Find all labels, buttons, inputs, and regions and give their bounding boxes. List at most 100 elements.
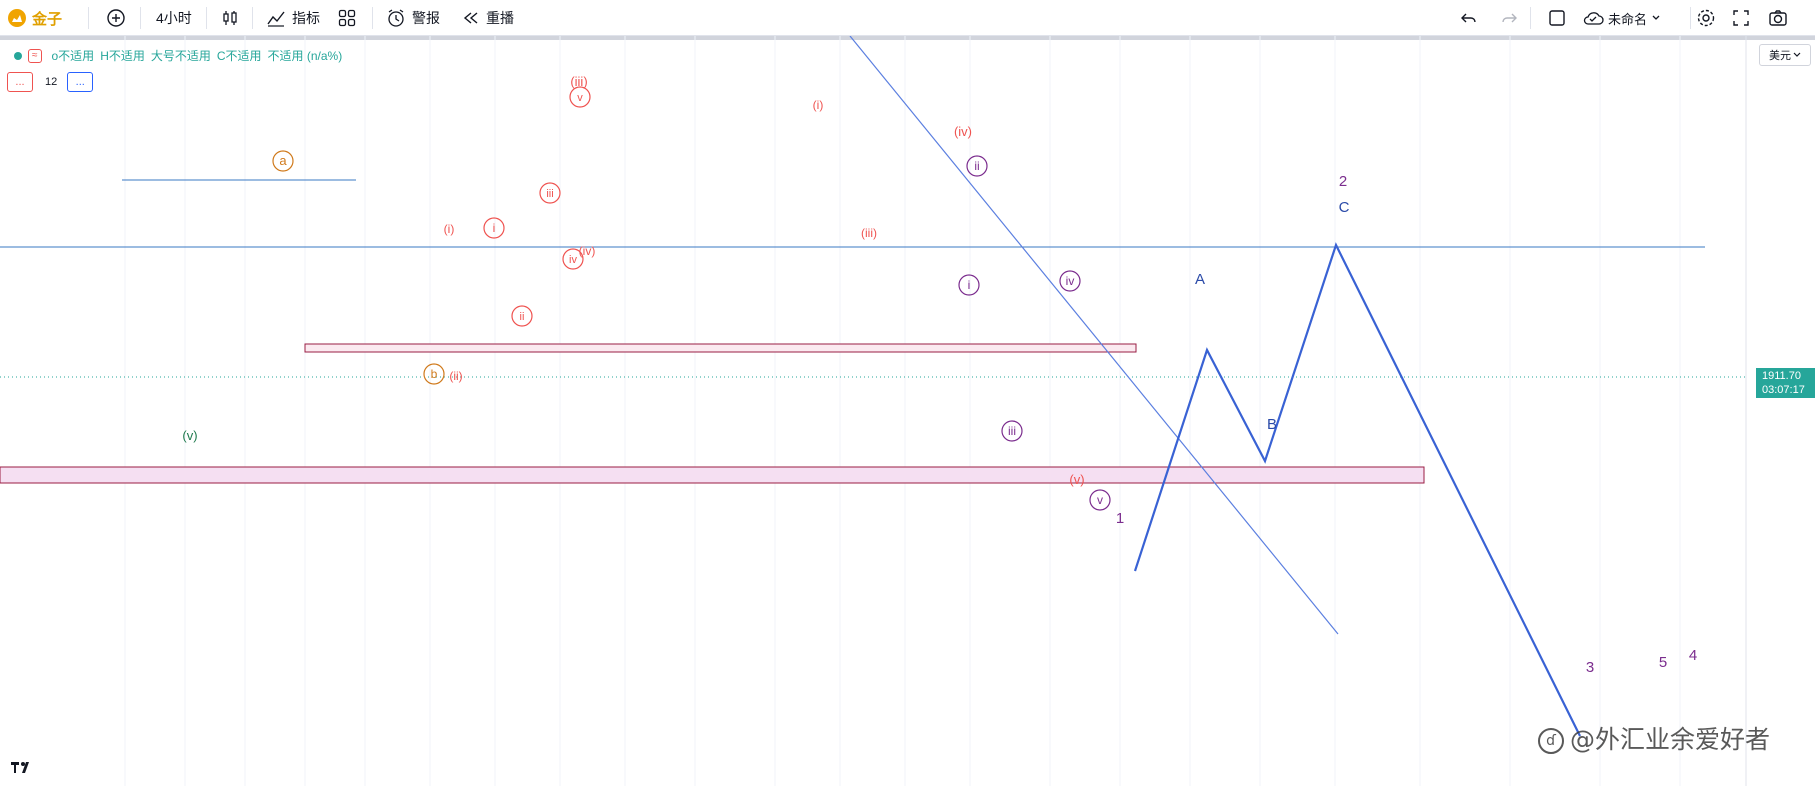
chart-indicator-icon xyxy=(267,11,285,27)
wave-glyph[interactable]: ≈ xyxy=(28,48,42,63)
svg-text:2: 2 xyxy=(1339,173,1347,190)
wave-label[interactable]: iii xyxy=(539,182,561,204)
wave-label[interactable]: (ii) xyxy=(449,369,462,383)
wave-label[interactable]: A xyxy=(1195,271,1205,288)
indicator-more-button-left[interactable]: ... xyxy=(7,72,33,92)
indicator-row: ... 12 ... xyxy=(7,72,94,92)
svg-text:(iii): (iii) xyxy=(570,74,587,89)
expand-icon xyxy=(1733,10,1749,26)
wave-label[interactable]: iii xyxy=(1001,420,1023,442)
layouts-button[interactable] xyxy=(338,0,356,36)
svg-text:(i): (i) xyxy=(813,98,824,112)
settings-button[interactable] xyxy=(1696,0,1716,36)
redo-button[interactable] xyxy=(1500,0,1518,36)
wave-label[interactable]: b xyxy=(423,363,445,385)
wave-label[interactable]: iv xyxy=(1059,270,1081,292)
gear-icon xyxy=(1697,9,1715,27)
wave-label[interactable]: (v) xyxy=(182,428,197,443)
tv-logo-icon xyxy=(11,762,29,773)
wave-label[interactable]: ii xyxy=(966,155,988,177)
wave-label[interactable]: (i) xyxy=(813,98,824,112)
wave-label[interactable]: C xyxy=(1339,199,1350,216)
descending-trendline xyxy=(849,36,1339,635)
replay-button[interactable]: 重播 xyxy=(462,0,514,36)
wave-label[interactable]: (v) xyxy=(1069,472,1084,487)
wave-label[interactable]: i xyxy=(958,274,980,296)
svg-text:iii: iii xyxy=(546,188,553,200)
svg-text:iv: iv xyxy=(569,254,577,266)
svg-text:1: 1 xyxy=(1116,510,1124,527)
currency-label: 美元 xyxy=(1769,50,1791,62)
svg-text:(iv): (iv) xyxy=(579,244,596,258)
svg-text:(v): (v) xyxy=(1069,472,1084,487)
wave-label[interactable]: 4 xyxy=(1689,647,1697,664)
candles-icon xyxy=(223,11,237,25)
indicator-count: 12 xyxy=(45,76,58,88)
chart-type-button[interactable] xyxy=(220,0,240,36)
layout-name-button[interactable]: 未命名 xyxy=(1582,0,1661,36)
symbol-name: 金子 xyxy=(32,10,63,28)
symbol-legend: ≈ o不适用 H不适用 大号不适用 C不适用 不适用 (n/a%) xyxy=(14,47,348,64)
svg-text:iii: iii xyxy=(1008,424,1016,438)
legend-high: H不适用 xyxy=(100,49,145,63)
indicator-more-button-right[interactable]: ... xyxy=(67,72,94,92)
fullscreen-button[interactable] xyxy=(1732,0,1750,36)
layout-name: 未命名 xyxy=(1608,11,1648,27)
wave-label[interactable]: 3 xyxy=(1586,659,1594,676)
last-price-badge: 1911.70 03:07:17 xyxy=(1756,368,1815,398)
chevron-down-icon xyxy=(1652,15,1660,20)
camera-icon xyxy=(1769,10,1787,26)
wave-label[interactable]: (iv) xyxy=(579,244,596,258)
chevron-down-icon xyxy=(1793,52,1801,57)
legend-close: C不适用 xyxy=(216,49,262,63)
wave-label[interactable]: v xyxy=(1089,489,1111,511)
toolbar-divider xyxy=(0,36,1815,40)
wave-label[interactable]: iv xyxy=(562,248,584,270)
svg-text:C: C xyxy=(1339,199,1350,216)
currency-select[interactable]: 美元 xyxy=(1759,44,1811,66)
wave-label[interactable]: v xyxy=(569,86,591,108)
wave-label[interactable]: (iii) xyxy=(570,74,587,89)
wave-label[interactable]: 2 xyxy=(1339,173,1347,190)
svg-text:(ii): (ii) xyxy=(449,369,462,383)
interval-selector[interactable]: 4小时 xyxy=(156,10,192,26)
fullscreen-panel-button[interactable] xyxy=(1548,0,1566,36)
support-zone-lower xyxy=(0,466,1425,484)
svg-text:b: b xyxy=(431,367,438,381)
square-icon xyxy=(1549,10,1565,26)
rewind-icon xyxy=(463,12,478,24)
elliott-projection-path xyxy=(1133,242,1581,737)
wave-label[interactable]: 1 xyxy=(1116,510,1124,527)
bar-countdown: 03:07:17 xyxy=(1762,384,1805,396)
legend-change: 不适用 (n/a%) xyxy=(267,49,343,63)
wave-label[interactable]: ii xyxy=(511,305,533,327)
weibo-watermark: ɗ @外汇业余爱好者 xyxy=(1538,720,1770,756)
svg-text:v: v xyxy=(1097,493,1103,507)
wave-label[interactable]: 5 xyxy=(1659,654,1667,671)
wave-label[interactable]: (iv) xyxy=(954,124,972,139)
svg-text:A: A xyxy=(1195,271,1205,288)
svg-text:ii: ii xyxy=(520,311,525,323)
svg-text:i: i xyxy=(493,221,496,235)
svg-text:i: i xyxy=(968,278,971,292)
wave-label[interactable]: B xyxy=(1267,416,1277,433)
chart-grid xyxy=(124,36,1681,786)
top-toolbar: 金子 4小时 指标 警报 重播 未命名 xyxy=(0,0,1815,36)
alert-button[interactable]: 警报 xyxy=(386,0,440,36)
wave-label[interactable]: i xyxy=(483,217,505,239)
indicators-button[interactable]: 指标 xyxy=(266,0,320,36)
wave-label[interactable]: (iii) xyxy=(861,226,877,240)
wave-label[interactable]: (i) xyxy=(444,222,455,236)
plus-circle-icon xyxy=(107,9,125,27)
tradingview-logo[interactable] xyxy=(8,757,36,777)
symbol-selector[interactable]: 金子 xyxy=(8,0,62,36)
svg-text:a: a xyxy=(279,153,287,168)
snapshot-button[interactable] xyxy=(1768,0,1788,36)
price-chart[interactable]: 1980.001970.001960.001950.001940.001930.… xyxy=(0,36,1815,786)
compare-add-button[interactable] xyxy=(106,0,126,36)
svg-text:v: v xyxy=(577,92,583,104)
wave-label[interactable]: a xyxy=(272,150,294,172)
undo-button[interactable] xyxy=(1460,0,1478,36)
svg-text:iv: iv xyxy=(1066,274,1075,288)
wave-labels: ab(iii)viiiiiv(iv)(i)ii(ii)(i)(iii)(iv)(… xyxy=(182,74,1697,676)
